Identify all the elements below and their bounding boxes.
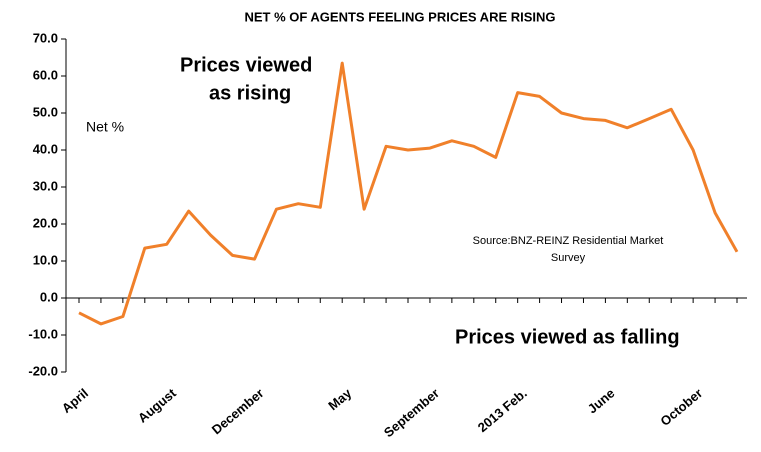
annotation: Net % <box>86 119 124 135</box>
x-tick-label: May <box>325 385 355 413</box>
y-tick-label: 10.0 <box>33 252 58 267</box>
y-tick-label: 20.0 <box>33 215 58 230</box>
x-tick-label: June <box>585 385 618 416</box>
annotation: Prices viewed as falling <box>455 326 680 348</box>
x-tick-label: April <box>59 385 91 416</box>
x-tick-label: October <box>657 385 705 429</box>
x-tick-label: December <box>209 385 267 437</box>
y-tick-label: 30.0 <box>33 178 58 193</box>
y-tick-label: 50.0 <box>33 104 58 119</box>
x-tick-label: September <box>381 385 442 440</box>
y-tick-label: -10.0 <box>28 326 58 341</box>
y-tick-label: 70.0 <box>33 30 58 45</box>
y-tick-label: 0.0 <box>40 289 58 304</box>
x-tick-label: August <box>135 385 179 426</box>
annotation: Prices viewed <box>180 54 312 76</box>
annotation: Survey <box>551 252 586 264</box>
y-tick-label: 60.0 <box>33 67 58 82</box>
y-tick-label: 40.0 <box>33 141 58 156</box>
y-tick-label: -20.0 <box>28 363 58 378</box>
x-tick-label: 2013 Feb. <box>475 385 530 435</box>
data-line <box>78 61 739 326</box>
annotation: as rising <box>209 82 291 104</box>
annotation: Source:BNZ-REINZ Residential Market <box>473 235 664 247</box>
chart-title: NET % OF AGENTS FEELING PRICES ARE RISIN… <box>244 9 555 24</box>
